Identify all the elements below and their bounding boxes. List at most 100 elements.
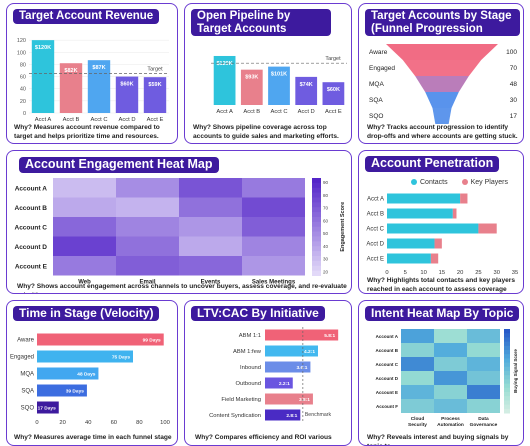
- data-label: $82K: [64, 68, 77, 74]
- color-scale-step: [312, 270, 321, 276]
- y-tick-label: MQA: [20, 372, 34, 378]
- color-scale-step: [312, 226, 321, 233]
- bar: [265, 409, 301, 421]
- heatmap-cell: [179, 217, 242, 237]
- bar: [37, 350, 133, 363]
- scale-tick-label: 60: [323, 218, 329, 223]
- heatmap-cell: [53, 256, 116, 276]
- scale-label: Buying Signal Score: [513, 349, 518, 393]
- data-label: $93K: [245, 75, 258, 81]
- color-scale-step: [312, 202, 321, 208]
- color-scale-step: [504, 379, 510, 385]
- x-tick-label: 0: [385, 270, 388, 276]
- heatmap-cell: [53, 236, 116, 256]
- x-tick-label: 20: [59, 420, 65, 426]
- scale-tick-label: 70: [323, 206, 329, 211]
- data-label: 2.2:1: [279, 381, 290, 387]
- column-label: Events: [201, 280, 221, 286]
- y-tick-label: Content Syndication: [209, 413, 261, 419]
- bar: [37, 367, 99, 380]
- stage-value: 30: [510, 97, 518, 104]
- pipeline-bar-chart: $129K Acct A $93K Acct B $101K Acct C $74K Acct…: [211, 55, 347, 115]
- column-label: Web: [78, 280, 91, 286]
- color-scale-step: [312, 212, 321, 218]
- scale-label: Engagement Score: [340, 202, 346, 252]
- color-scale-step: [504, 400, 510, 406]
- bar: [59, 63, 83, 113]
- bar: [265, 345, 318, 357]
- color-scale-step: [312, 260, 321, 267]
- bar-contacts: [387, 193, 461, 204]
- data-label: 75 Days: [112, 355, 130, 361]
- data-label: 3.6:1: [296, 365, 307, 371]
- data-label: 99 Days: [143, 338, 161, 344]
- bar: [37, 384, 87, 397]
- heatmap-cell: [179, 256, 242, 276]
- target-label: Target: [325, 56, 341, 62]
- stage-value: 100: [506, 49, 517, 56]
- funnel-segment: [425, 92, 459, 108]
- funnel-segment: [386, 44, 498, 60]
- why-note: Why? Shows pipeline coverage across top …: [193, 124, 339, 140]
- bar: [265, 393, 313, 405]
- color-scale-step: [504, 329, 510, 334]
- scale-tick-label: 30: [323, 257, 329, 262]
- row-label: Account E: [15, 263, 48, 270]
- heatmap-cell: [116, 256, 179, 276]
- velocity-bar-chart: 0 20 40 60 80 100 Aware 99 Days Engaged 75 Days MQ…: [10, 333, 170, 426]
- x-tick-label: 30: [493, 270, 499, 276]
- y-tick-label: Field Marketing: [221, 397, 261, 403]
- bar-key-players: [434, 238, 442, 249]
- bar-contacts: [387, 238, 435, 249]
- y-tick-label: 60: [20, 75, 26, 81]
- x-tick-label: Acct D: [118, 117, 135, 123]
- scale-tick-label: 80: [323, 193, 329, 198]
- penetration-bar-chart: 0 5 10 15 20 25 30 35 Acct A Acct B Acct C Acct D Ac…: [366, 193, 518, 276]
- color-scale-step: [504, 341, 510, 347]
- stage-funnel-chart: Aware 100 Engaged 70 MQA 48 SQA 30 SQO 17: [369, 44, 518, 124]
- heatmap-cell: [242, 197, 305, 217]
- bar: [143, 77, 167, 113]
- color-scale-step: [504, 383, 510, 389]
- data-label: 48 Days: [77, 372, 95, 378]
- color-scale-step: [504, 366, 510, 372]
- scale-tick-label: 20: [323, 270, 329, 275]
- y-tick-label: Aware: [17, 338, 35, 344]
- intent-heatmap: Account A Account B Account C Account D Acco…: [376, 329, 518, 428]
- column-label: Process: [441, 416, 460, 422]
- x-tick-label: 80: [136, 420, 142, 426]
- color-scale-step: [504, 350, 510, 355]
- heatmap-cell: [242, 217, 305, 237]
- heatmap-cell: [53, 217, 116, 237]
- data-label: $129K: [216, 61, 232, 67]
- data-label: 5.8:1: [324, 333, 335, 339]
- y-tick-label: SQA: [21, 389, 34, 395]
- y-tick-label: ABM 1:1: [239, 333, 261, 339]
- y-tick-label: Acct D: [366, 242, 384, 248]
- card-engagement-heat-map: Account Engagement Heat Map Account A Acc…: [6, 150, 352, 294]
- data-label: $59K: [148, 82, 161, 88]
- card-intent-heat-map: Intent Heat Map By Topic Account A Accoun…: [358, 300, 524, 446]
- heatmap-cell: [434, 399, 467, 413]
- card-account-penetration: Account Penetration Contacts Key Players …: [358, 150, 524, 294]
- x-tick-label: Acct C: [90, 117, 107, 123]
- column-label: Data: [478, 416, 489, 422]
- data-label: 39 Days: [66, 389, 84, 395]
- x-tick-label: 35: [512, 270, 518, 276]
- x-tick-label: Acct A: [35, 117, 52, 123]
- color-scale-step: [312, 178, 321, 184]
- y-tick-label: Acct E: [367, 257, 384, 263]
- legend-item: Key Players: [470, 179, 508, 186]
- y-tick-label: Outbound: [236, 381, 261, 387]
- color-scale-step: [504, 362, 510, 368]
- column-label: Security: [408, 422, 427, 428]
- bar: [268, 66, 290, 105]
- row-label: Account C: [15, 224, 48, 231]
- row-label: Account D: [376, 376, 399, 381]
- scale-tick-label: 90: [323, 180, 329, 185]
- bar-key-players: [452, 208, 457, 219]
- bar-key-players: [478, 223, 497, 234]
- heatmap-cell: [53, 197, 116, 217]
- heatmap-cell: [401, 399, 434, 413]
- data-label: 2.8:1: [286, 413, 297, 419]
